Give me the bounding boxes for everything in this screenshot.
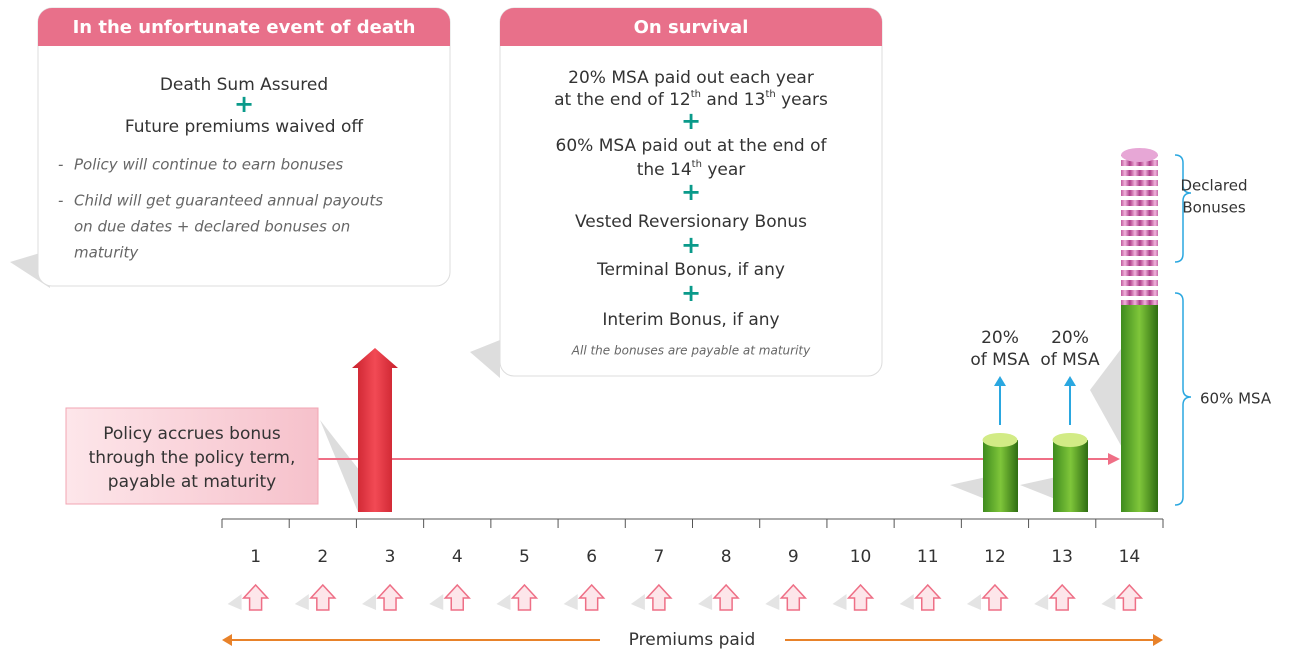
premium-arrow: [916, 585, 940, 610]
premium-shadow: [228, 594, 242, 610]
year-label: 6: [586, 547, 597, 567]
line-part: 20% MSA paid out each year: [568, 68, 814, 88]
premium-shadow: [833, 594, 847, 610]
survival-line: Terminal Bonus, if any: [596, 260, 785, 280]
year-label: 9: [788, 547, 799, 567]
payout-label: 20%: [981, 328, 1019, 348]
line-part: Terminal Bonus, if any: [596, 260, 785, 280]
year-label: 10: [850, 547, 872, 567]
payout-label: of MSA: [970, 350, 1030, 370]
survival-box: On survival All the bonuses are payable …: [500, 8, 882, 376]
year-label: 5: [519, 547, 530, 567]
year-label: 11: [917, 547, 939, 567]
line-part: the 14: [637, 160, 692, 180]
premium-arrow: [580, 585, 604, 610]
accrual-text: Policy accrues bonus: [103, 424, 281, 444]
plus: +: [681, 107, 701, 135]
premium-arrow: [445, 585, 469, 610]
death-note: maturity: [74, 244, 139, 262]
plus: +: [681, 178, 701, 206]
line-part: Interim Bonus, if any: [602, 310, 779, 330]
premium-shadow: [1034, 594, 1048, 610]
year-label: 2: [317, 547, 328, 567]
plus: +: [681, 279, 701, 307]
premium-arrow: [244, 585, 268, 610]
year-label: 7: [653, 547, 664, 567]
plus: +: [681, 231, 701, 259]
premium-shadow: [429, 594, 443, 610]
year-label: 14: [1119, 547, 1141, 567]
year-label: 3: [385, 547, 396, 567]
declared-label: Declared: [1181, 177, 1248, 195]
survival-line: 20% MSA paid out each year: [568, 68, 814, 88]
footer: Premiums paid: [629, 630, 756, 650]
payout-label: of MSA: [1040, 350, 1100, 370]
survival-line: 60% MSA paid out at the end of: [556, 136, 828, 156]
premium-shadow: [900, 594, 914, 610]
line-part: year: [702, 160, 745, 180]
line-part: and 13: [701, 90, 765, 110]
year-label: 13: [1051, 547, 1073, 567]
year-label: 1: [250, 547, 261, 567]
premium-shadow: [698, 594, 712, 610]
death-note: Policy will continue to earn bonuses: [74, 156, 343, 174]
accrual-text: through the policy term,: [89, 448, 296, 468]
superscript: th: [692, 159, 702, 170]
premium-shadow: [564, 594, 578, 610]
premium-shadow: [295, 594, 309, 610]
survival-note: All the bonuses are payable at maturity: [571, 344, 811, 358]
premium-shadow: [631, 594, 645, 610]
premium-arrow: [1117, 585, 1141, 610]
line-part: 60% MSA paid out at the end of: [556, 136, 828, 156]
plus: +: [234, 90, 254, 118]
premium-shadow: [496, 594, 510, 610]
msa-label: 60% MSA: [1200, 390, 1272, 408]
premium-shadow: [967, 594, 981, 610]
death-note: Child will get guaranteed annual payouts: [74, 192, 383, 210]
premium-shadow: [765, 594, 779, 610]
premium-arrow: [1050, 585, 1074, 610]
line-part: Vested Reversionary Bonus: [575, 212, 807, 232]
accrual-text: payable at maturity: [108, 472, 276, 492]
death-title: In the unfortunate event of death: [73, 17, 416, 38]
dash: -: [58, 192, 63, 210]
premium-arrow: [378, 585, 402, 610]
premium-arrow: [714, 585, 738, 610]
premium-arrow: [311, 585, 335, 610]
superscript: th: [691, 89, 701, 100]
premium-arrow: [512, 585, 536, 610]
line-part: at the end of 12: [554, 90, 691, 110]
year-label: 4: [452, 547, 463, 567]
year-label: 8: [721, 547, 732, 567]
death-arrow: [352, 348, 398, 512]
payout-label: 20%: [1051, 328, 1089, 348]
premium-arrow: [849, 585, 873, 610]
death-box: In the unfortunate event of death Death …: [38, 8, 450, 286]
premium-arrow: [781, 585, 805, 610]
premium-arrow: [983, 585, 1007, 610]
survival-title: On survival: [634, 17, 749, 38]
premium-arrow: [647, 585, 671, 610]
cylinders: 20% of MSA 20% of MSA: [970, 148, 1158, 512]
superscript: th: [765, 89, 775, 100]
premium-shadow: [1101, 594, 1115, 610]
survival-line: the 14th year: [637, 159, 746, 180]
survival-line: Interim Bonus, if any: [602, 310, 779, 330]
death-item: Future premiums waived off: [125, 117, 364, 137]
premium-shadow: [362, 594, 376, 610]
dash: -: [58, 156, 63, 174]
line-part: years: [776, 90, 828, 110]
year-label: 12: [984, 547, 1006, 567]
survival-line: Vested Reversionary Bonus: [575, 212, 807, 232]
diagram: In the unfortunate event of death Death …: [0, 0, 1304, 650]
death-note: on due dates + declared bonuses on: [74, 218, 350, 236]
declared-label: Bonuses: [1182, 199, 1246, 217]
